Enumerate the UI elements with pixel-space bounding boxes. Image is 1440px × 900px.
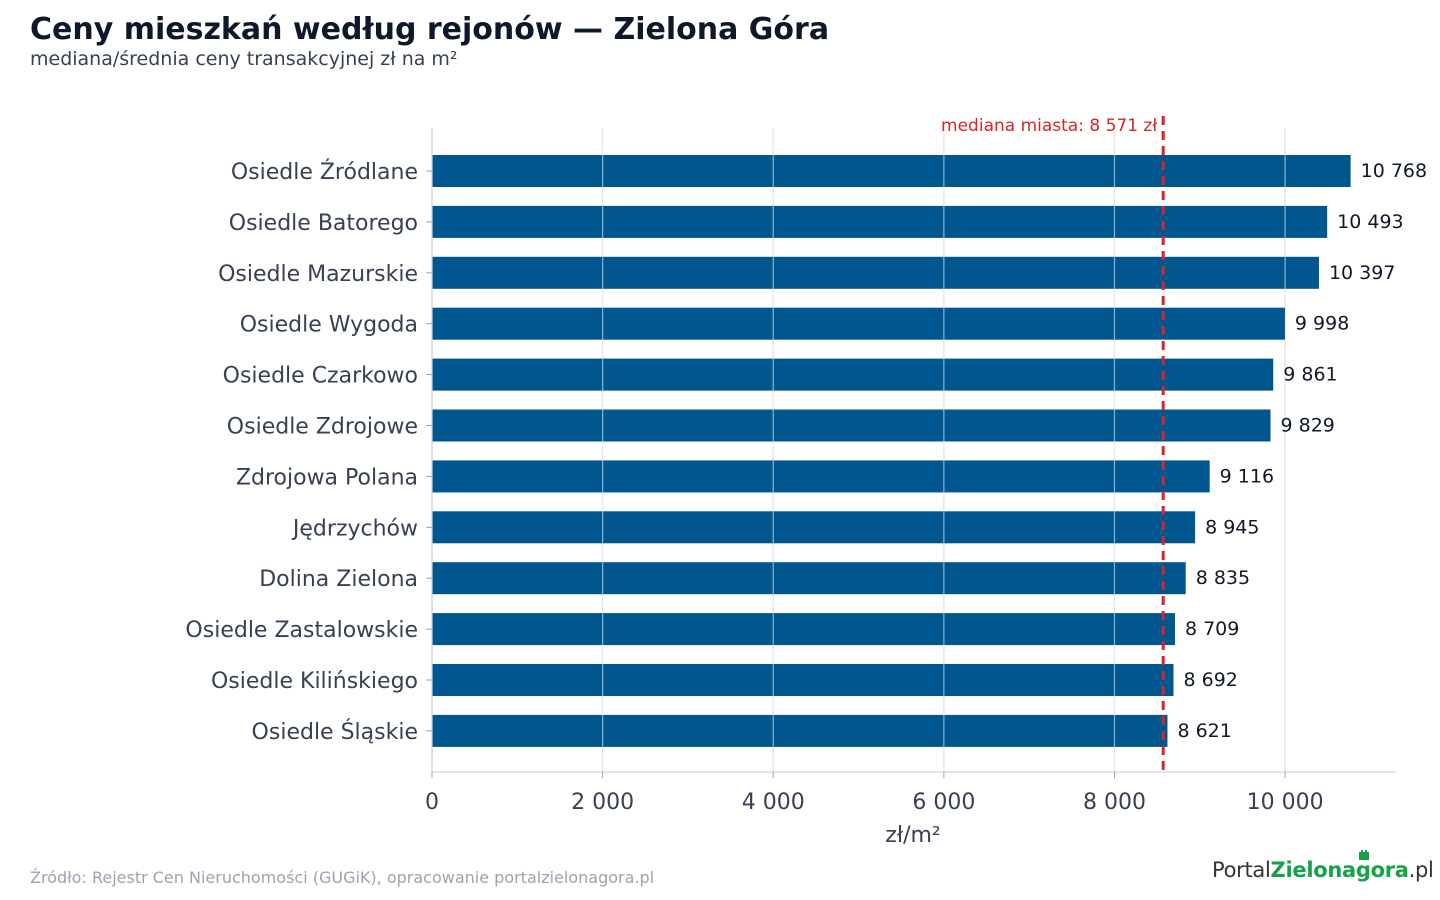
category-label-1: Osiedle Batorego [229,211,418,236]
category-label-9: Osiedle Zastalowskie [185,618,418,643]
value-label-0: 10 768 [1361,160,1427,182]
category-label-8: Dolina Zielona [259,567,418,592]
value-label-5: 9 829 [1281,415,1335,437]
bar-3 [432,307,1285,340]
category-label-5: Osiedle Zdrojowe [227,415,418,440]
value-label-2: 10 397 [1329,262,1395,284]
x-tick-label-4: 8 000 [1083,790,1146,815]
bar-5 [432,409,1271,442]
median-label: mediana miasta: 8 571 zł [941,116,1157,136]
bar-8 [432,562,1186,595]
bar-7 [432,511,1196,544]
value-label-8: 8 835 [1196,567,1250,589]
x-tick-label-2: 4 000 [742,790,805,815]
chart-title: Ceny mieszkań według rejonów — Zielona G… [30,12,830,47]
value-label-3: 9 998 [1295,313,1349,335]
bar-0 [432,155,1351,187]
category-label-10: Osiedle Kilińskiego [211,669,418,694]
x-tick-label-1: 2 000 [571,790,634,815]
x-tick-label-0: 0 [425,790,439,815]
category-label-6: Zdrojowa Polana [236,465,418,490]
bar-4 [432,358,1274,391]
tower-icon [1359,850,1369,860]
bar-9 [432,613,1175,646]
portal-logo: PortalZielonagora.pl [1212,850,1434,882]
category-label-4: Osiedle Czarkowo [223,364,418,389]
value-label-6: 9 116 [1220,465,1274,487]
category-label-7: Jędrzychów [291,516,418,541]
value-label-4: 9 861 [1283,364,1337,386]
bar-1 [432,205,1328,238]
value-label-9: 8 709 [1185,618,1239,640]
value-label-11: 8 621 [1177,720,1231,742]
category-label-2: Osiedle Mazurskie [218,262,418,287]
category-label-0: Osiedle Źródlane [231,159,418,185]
x-tick-label-3: 6 000 [912,790,975,815]
value-label-10: 8 692 [1184,669,1238,691]
logo-text-portal: Portal [1212,858,1271,882]
bar-11 [432,714,1168,747]
bar-2 [432,256,1319,289]
x-axis-label: zł/m² [885,823,940,848]
x-tick-label-5: 10 000 [1247,790,1324,815]
value-label-1: 10 493 [1337,211,1403,233]
logo-text-zielonagora: Zielonagora [1270,858,1409,882]
bar-6 [432,460,1210,493]
source-note: Źródło: Rejestr Cen Nieruchomości (GUGiK… [30,868,655,887]
value-label-7: 8 945 [1205,516,1259,538]
category-label-11: Osiedle Śląskie [252,719,418,745]
category-label-3: Osiedle Wygoda [240,313,418,338]
chart-subtitle: mediana/średnia ceny transakcyjnej zł na… [30,48,458,70]
bar-10 [432,664,1174,696]
logo-text-domain: .pl [1408,858,1434,882]
